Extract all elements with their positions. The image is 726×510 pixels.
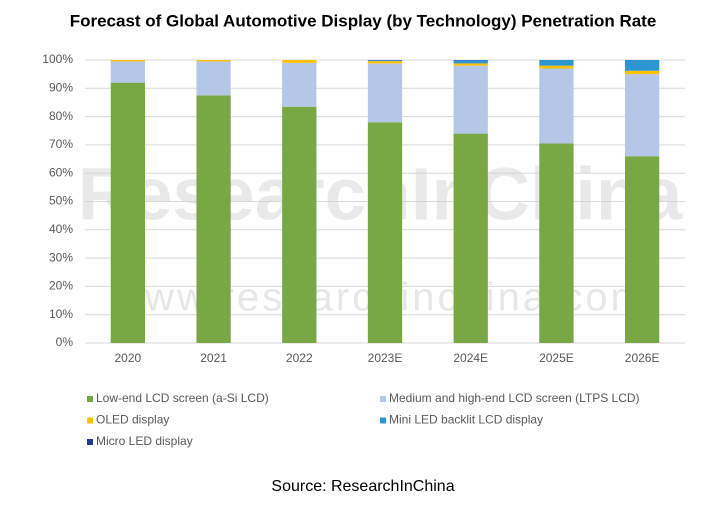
x-tick-label: 2020 bbox=[115, 351, 142, 365]
y-tick-label: 20% bbox=[49, 279, 73, 293]
bar-segment bbox=[539, 60, 574, 66]
y-tick-label: 80% bbox=[49, 109, 73, 123]
legend-marker bbox=[87, 396, 93, 402]
bar-segment bbox=[625, 156, 660, 343]
chart-title: Forecast of Global Automotive Display (b… bbox=[70, 11, 657, 30]
bar-segment bbox=[282, 106, 317, 343]
bar-segment bbox=[367, 63, 403, 123]
x-tick-label: 2025E bbox=[539, 351, 574, 365]
y-tick-label: 90% bbox=[49, 80, 73, 94]
y-tick-label: 70% bbox=[49, 137, 73, 151]
legend-label: Mini LED backlit LCD display bbox=[389, 413, 543, 427]
bar-segment bbox=[539, 143, 574, 343]
bar-segment bbox=[625, 74, 660, 157]
y-tick-label: 100% bbox=[42, 52, 73, 66]
bar-segment bbox=[367, 61, 403, 64]
x-tick-label: 2023E bbox=[368, 351, 403, 365]
y-tick-label: 50% bbox=[49, 194, 73, 208]
bar-segment bbox=[282, 62, 317, 107]
bar-segment bbox=[625, 60, 660, 71]
bar-segment bbox=[625, 70, 660, 75]
legend-label: OLED display bbox=[96, 413, 169, 427]
y-tick-label: 30% bbox=[49, 250, 73, 264]
bar-segment bbox=[453, 60, 488, 64]
legend-label: Micro LED display bbox=[96, 434, 193, 448]
bar-segment bbox=[196, 60, 231, 62]
legend-label: Medium and high-end LCD screen (LTPS LCD… bbox=[389, 391, 640, 405]
legend-marker bbox=[380, 396, 386, 402]
bar-segment bbox=[110, 60, 145, 62]
bar-segment bbox=[539, 65, 574, 69]
bar-segment bbox=[196, 95, 231, 343]
y-tick-label: 60% bbox=[49, 165, 73, 179]
x-tick-label: 2021 bbox=[200, 351, 227, 365]
legend-marker bbox=[87, 439, 93, 445]
bar-segment bbox=[110, 82, 145, 343]
x-tick-label: 2024E bbox=[453, 351, 488, 365]
y-tick-label: 0% bbox=[56, 335, 74, 349]
y-tick-label: 10% bbox=[49, 307, 73, 321]
x-tick-label: 2026E bbox=[625, 351, 660, 365]
legend-label: Low-end LCD screen (a-Si LCD) bbox=[96, 391, 269, 405]
bar-segment bbox=[367, 122, 403, 343]
bar-segment bbox=[539, 68, 574, 144]
y-tick-label: 40% bbox=[49, 222, 73, 236]
legend-marker bbox=[380, 417, 386, 424]
bar-segment bbox=[453, 133, 488, 343]
source: Source: ResearchInChina bbox=[271, 478, 454, 495]
bar-segment bbox=[196, 61, 231, 96]
x-tick-label: 2022 bbox=[286, 351, 313, 365]
bar-segment bbox=[110, 61, 145, 83]
legend-marker bbox=[87, 417, 93, 424]
bar-segment bbox=[453, 65, 488, 134]
bar-segment bbox=[282, 60, 317, 63]
bar-segment bbox=[453, 63, 488, 66]
bar-segment bbox=[367, 60, 403, 62]
